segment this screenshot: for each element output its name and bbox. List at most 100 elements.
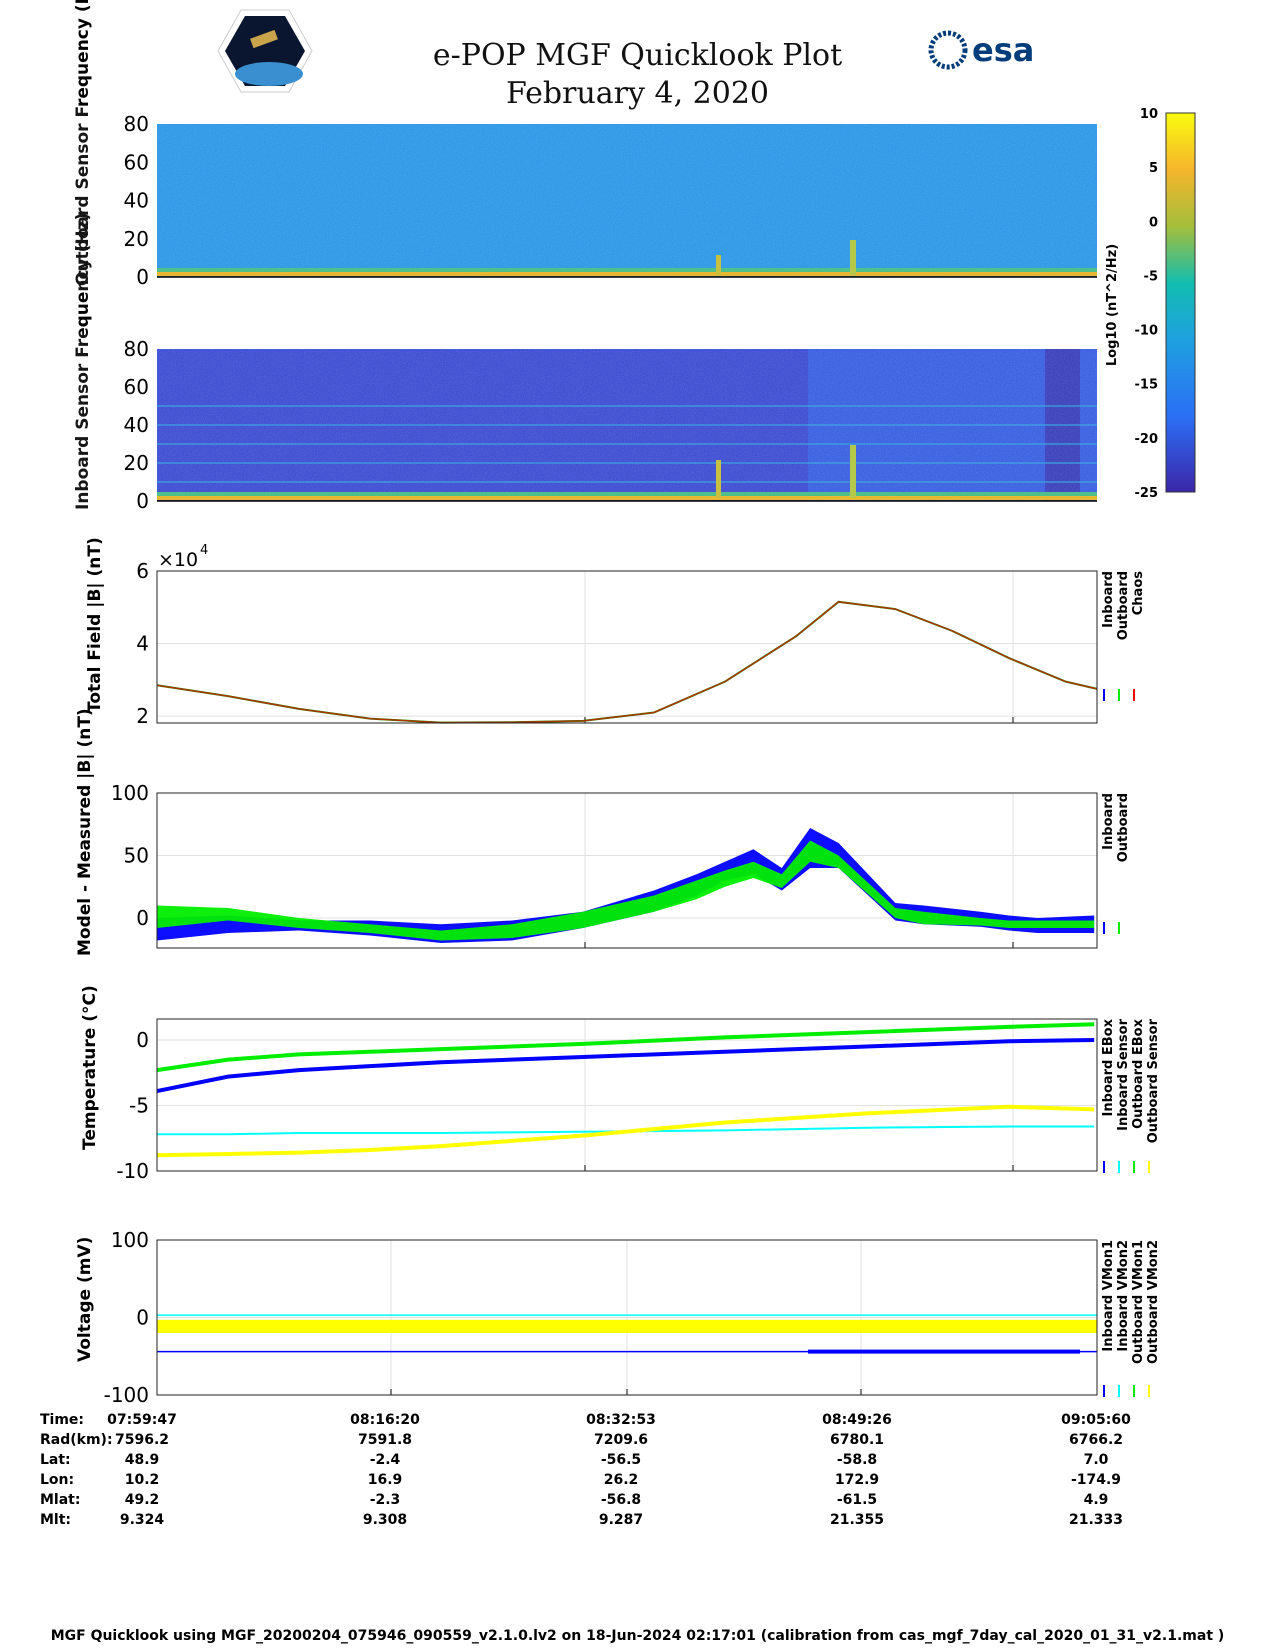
panel-frame <box>156 1018 1098 1172</box>
table-cell: 07:59:47 <box>107 1412 177 1428</box>
y-tick-label: -100 <box>104 1383 149 1407</box>
table-cell: 6780.1 <box>829 1432 885 1448</box>
table-cell: -174.9 <box>1070 1472 1122 1488</box>
cassiope-logo <box>217 9 313 93</box>
y-tick-label: 4 <box>136 632 149 656</box>
table-cell: 21.333 <box>1068 1512 1124 1528</box>
outboard-spectrogram <box>157 124 1097 277</box>
colorbar-tick-label: -15 <box>1135 378 1159 393</box>
band-inboard <box>157 828 1095 943</box>
row-label: Mlt: <box>40 1512 72 1528</box>
table-cell: 49.2 <box>124 1492 160 1508</box>
legend-label: Outboard <box>1116 793 1131 862</box>
plot-title: e-POP MGF Quicklook Plot <box>432 38 843 73</box>
y-tick-label: 100 <box>111 1228 149 1252</box>
y-tick-label: -10 <box>116 1159 149 1183</box>
y-tick-label: 50 <box>124 844 149 868</box>
series-inboard-sensor <box>157 1125 1095 1136</box>
panel-frame <box>156 1239 1098 1396</box>
table-cell: 09:05:60 <box>1061 1412 1131 1428</box>
panel-frame <box>156 570 1098 724</box>
table-cell: 9.287 <box>598 1512 644 1528</box>
legend-label: Chaos <box>1131 571 1146 615</box>
colorbar-tick-label: -5 <box>1144 269 1158 284</box>
inboard-spectrogram <box>157 349 1097 501</box>
colorbar-label: Log10 (nT^2/Hz) <box>1105 244 1120 366</box>
series-chaos <box>156 601 1098 724</box>
table-cell: 10.2 <box>124 1472 160 1488</box>
footer-caption: MGF Quicklook using MGF_20200204_075946_… <box>50 1628 1225 1644</box>
series-inboard-vmon1-noise <box>808 1349 1080 1354</box>
y-tick-label: 60 <box>124 150 149 174</box>
legend-label: Inboard <box>1101 793 1116 850</box>
esa-logo: esa <box>928 30 1034 70</box>
table-cell: -61.5 <box>836 1492 878 1508</box>
table-cell: 9.308 <box>362 1512 408 1528</box>
table-cell: 16.9 <box>367 1472 403 1488</box>
y-tick-label: 2 <box>136 704 149 728</box>
table-cell: 7209.6 <box>593 1432 649 1448</box>
colorbar-tick-label: -25 <box>1135 486 1159 501</box>
series-inboard-ebox <box>156 1037 1095 1094</box>
colorbar-tick-label: 0 <box>1149 215 1158 230</box>
legend-label: Inboard VMon2 <box>1116 1240 1131 1352</box>
row-label: Lon: <box>40 1472 75 1488</box>
table-cell: 48.9 <box>124 1452 160 1468</box>
y-tick-label: 20 <box>124 227 149 251</box>
row-label: Lat: <box>40 1452 71 1468</box>
table-cell: -58.8 <box>836 1452 878 1468</box>
legend-label: Outboard <box>1116 571 1131 640</box>
y-tick-label: 100 <box>111 781 149 805</box>
table-cell: 6766.2 <box>1068 1432 1124 1448</box>
y-tick-label: 0 <box>136 489 149 513</box>
y-tick-label: 0 <box>136 1028 149 1052</box>
colorbar-tick-label: -10 <box>1135 324 1159 339</box>
series-outboard-ebox <box>156 1022 1095 1073</box>
table-cell: 172.9 <box>834 1472 880 1488</box>
table-cell: 7591.8 <box>357 1432 413 1448</box>
legend-label: Inboard VMon1 <box>1101 1240 1116 1352</box>
y-tick-label: 0 <box>136 1306 149 1330</box>
legend-label: Outboard Sensor <box>1146 1018 1161 1143</box>
panel-frame <box>156 792 1098 949</box>
colorbar-tick-label: 5 <box>1149 161 1158 176</box>
esa-mark-icon <box>928 30 968 70</box>
table-cell: 21.355 <box>829 1512 885 1528</box>
y-tick-label: 20 <box>124 451 149 475</box>
table-cell: 7596.2 <box>114 1432 170 1448</box>
panel-bg <box>157 571 1097 723</box>
y-tick-label: 6 <box>136 559 149 583</box>
series-outboard-vmon2 <box>157 1319 1097 1333</box>
y-tick-label: 60 <box>124 375 149 399</box>
table-cell: 08:16:20 <box>350 1412 420 1428</box>
table-cell: 26.2 <box>603 1472 639 1488</box>
colorbar <box>1165 112 1196 493</box>
legend-label: Inboard Sensor <box>1116 1018 1131 1130</box>
y-tick-label: 40 <box>124 189 149 213</box>
table-cell: 4.9 <box>1083 1492 1109 1508</box>
series-outboard-sensor <box>156 1104 1095 1158</box>
colorbar-tick-label: 10 <box>1140 107 1158 122</box>
table-cell: 08:49:26 <box>822 1412 892 1428</box>
table-cell: -56.8 <box>600 1492 642 1508</box>
legend-label: Outboard VMon1 <box>1131 1240 1146 1364</box>
row-label: Mlat: <box>40 1492 81 1508</box>
y-tick-label: 80 <box>124 337 149 361</box>
colorbar-tick-label: -20 <box>1135 432 1159 447</box>
table-cell: -56.5 <box>600 1452 642 1468</box>
exponent-value: 4 <box>200 543 208 558</box>
legend-label: Outboard EBox <box>1131 1018 1146 1128</box>
y-tick-label: 40 <box>124 413 149 437</box>
table-cell: -2.3 <box>369 1492 401 1508</box>
plot-date: February 4, 2020 <box>505 76 769 111</box>
legend-label: Inboard <box>1101 571 1116 628</box>
row-label: Time: <box>40 1412 85 1428</box>
table-cell: 9.324 <box>119 1512 165 1528</box>
table-cell: -2.4 <box>369 1452 401 1468</box>
esa-logo-text: esa <box>972 31 1035 69</box>
table-cell: 08:32:53 <box>586 1412 656 1428</box>
table-cell: 7.0 <box>1083 1452 1109 1468</box>
y-tick-label: 80 <box>124 112 149 136</box>
